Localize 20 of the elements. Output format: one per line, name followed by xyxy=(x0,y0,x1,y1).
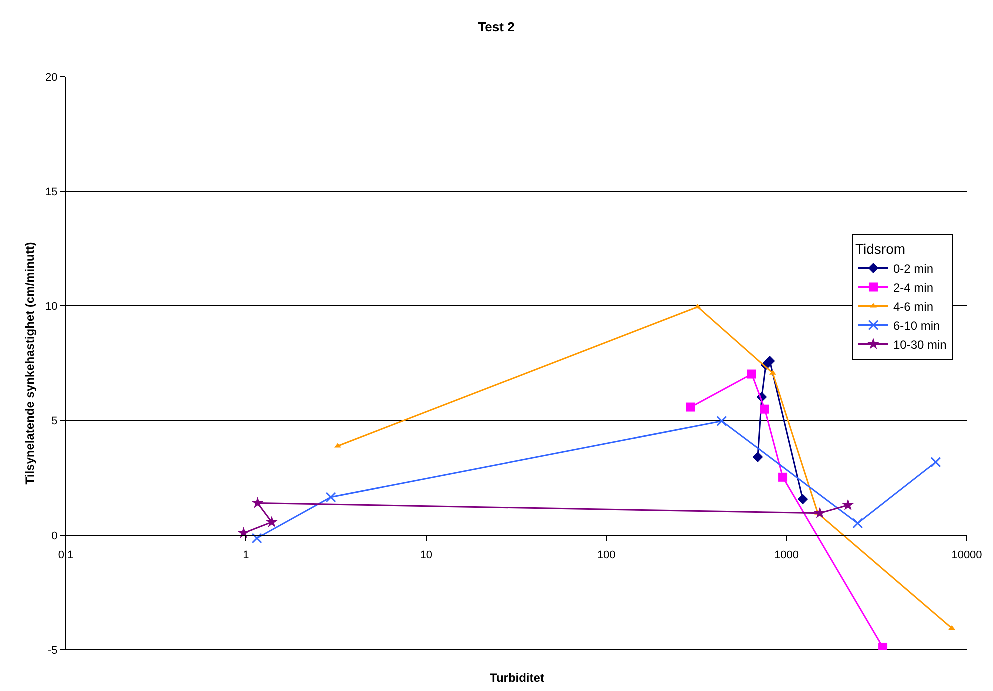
y-tick-label: -5 xyxy=(48,644,58,657)
y-tick-label: 5 xyxy=(52,416,58,428)
y-tick-label: 15 xyxy=(46,186,58,198)
legend-title: Tidsrom xyxy=(855,240,906,257)
x-tick-label: 1000 xyxy=(774,550,800,562)
x-tick-label: 1 xyxy=(243,550,250,562)
chart-title: Test 2 xyxy=(478,20,515,35)
legend-label: 10-30 min xyxy=(893,338,947,352)
x-axis-title: Turbiditet xyxy=(490,671,544,685)
x-tick-label: 10 xyxy=(420,550,433,562)
x-tick-label: 10000 xyxy=(952,550,982,562)
y-tick-label: 0 xyxy=(52,530,58,542)
y-axis-title: Tilsynelatende synkehastighet (cm/minutt) xyxy=(22,242,37,485)
y-tick-label: 10 xyxy=(46,301,58,314)
y-tick-label: 20 xyxy=(46,72,58,84)
x-tick-label: 100 xyxy=(597,550,616,562)
legend-label: 4-6 min xyxy=(893,300,934,314)
legend-label: 6-10 min xyxy=(893,318,940,333)
legend-label: 0-2 min xyxy=(893,262,934,276)
legend-label: 2-4 min xyxy=(893,280,934,295)
